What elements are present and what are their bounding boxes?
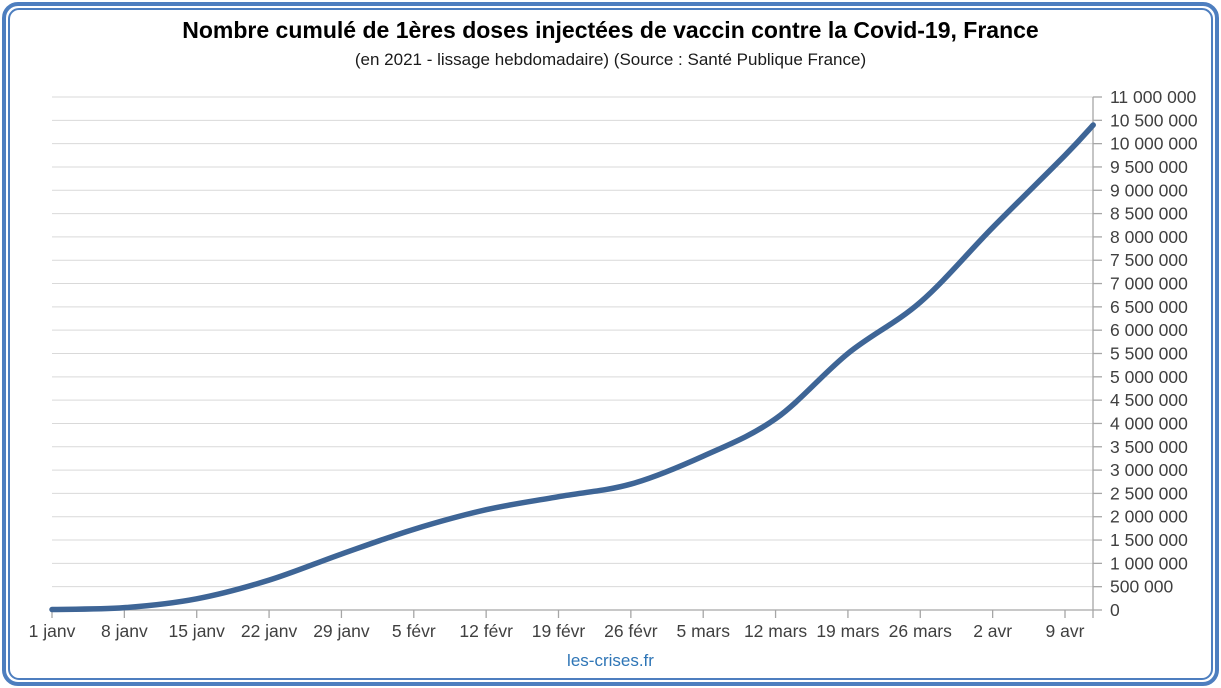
footer: les-crises.fr <box>0 651 1221 671</box>
y-tick-label: 6 500 000 <box>1110 297 1188 317</box>
x-tick-label: 26 févr <box>604 621 658 641</box>
x-tick-label: 8 janv <box>101 621 148 641</box>
y-tick-label: 1 000 000 <box>1110 553 1188 573</box>
chart-subtitle: (en 2021 - lissage hebdomadaire) (Source… <box>354 50 867 69</box>
y-tick-label: 3 500 000 <box>1110 437 1188 457</box>
x-tick-label: 19 mars <box>816 621 879 641</box>
x-tick-label: 15 janv <box>168 621 225 641</box>
x-tick-label: 22 janv <box>241 621 298 641</box>
x-tick-label: 5 févr <box>392 621 436 641</box>
y-tick-label: 500 000 <box>1110 577 1174 597</box>
y-tick-label: 6 000 000 <box>1110 320 1188 340</box>
x-tick-label: 12 févr <box>459 621 513 641</box>
y-tick-label: 10 000 000 <box>1110 134 1198 154</box>
y-tick-label: 5 500 000 <box>1110 344 1188 364</box>
y-tick-label: 3 000 000 <box>1110 460 1188 480</box>
y-tick-label: 7 000 000 <box>1110 274 1188 294</box>
y-tick-label: 1 500 000 <box>1110 530 1188 550</box>
x-tick-label: 29 janv <box>313 621 370 641</box>
y-tick-label: 7 500 000 <box>1110 250 1188 270</box>
y-tick-label: 10 500 000 <box>1110 110 1198 130</box>
y-tick-label: 9 500 000 <box>1110 157 1188 177</box>
y-tick-label: 9 000 000 <box>1110 180 1188 200</box>
y-tick-label: 4 500 000 <box>1110 390 1188 410</box>
y-tick-label: 2 000 000 <box>1110 507 1188 527</box>
y-tick-label: 4 000 000 <box>1110 413 1188 433</box>
y-tick-label: 11 000 000 <box>1110 87 1197 107</box>
x-tick-label: 1 janv <box>29 621 76 641</box>
series-line <box>49 122 1096 613</box>
x-tick-label: 9 avr <box>1046 621 1085 641</box>
x-tick-label: 2 avr <box>973 621 1012 641</box>
y-tick-label: 5 000 000 <box>1110 367 1188 387</box>
y-tick-label: 2 500 000 <box>1110 483 1188 503</box>
x-tick-label: 19 févr <box>532 621 586 641</box>
x-tick-label: 12 mars <box>744 621 807 641</box>
chart-title: Nombre cumulé de 1ères doses injectées d… <box>182 17 1039 43</box>
y-tick-label: 8 000 000 <box>1110 227 1188 247</box>
footer-link[interactable]: les-crises.fr <box>567 651 654 670</box>
y-tick-label: 8 500 000 <box>1110 204 1188 224</box>
x-tick-label: 26 mars <box>889 621 952 641</box>
y-tick-label: 0 <box>1110 600 1120 620</box>
x-tick-label: 5 mars <box>676 621 730 641</box>
